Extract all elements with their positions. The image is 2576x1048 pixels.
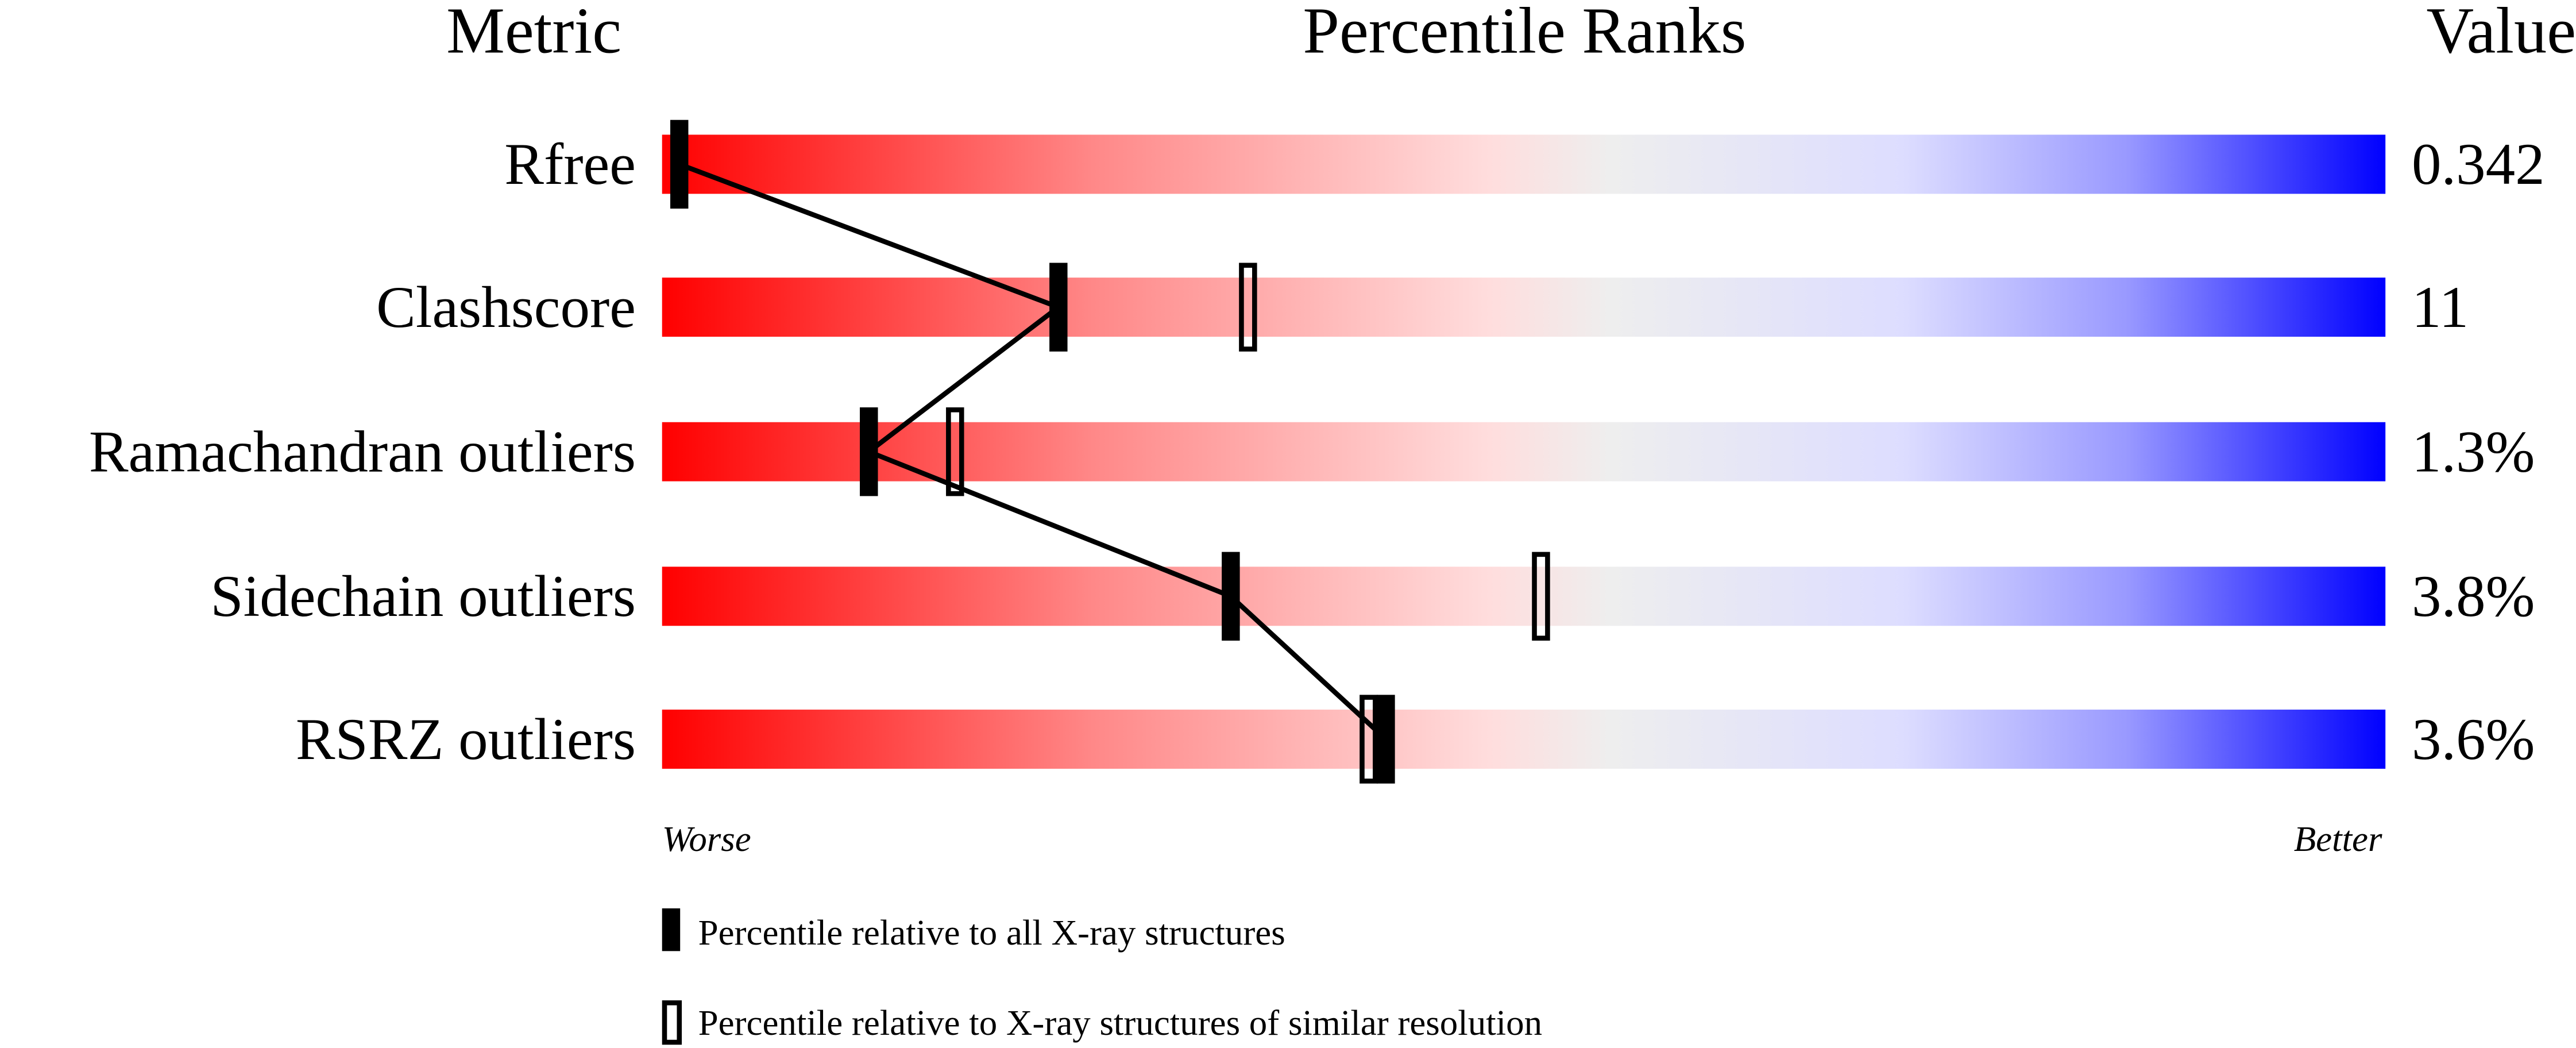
all-structures-marker bbox=[860, 407, 878, 496]
similar-resolution-marker bbox=[1360, 695, 1378, 784]
percentile-bar bbox=[662, 134, 2386, 194]
metric-value: 0.342 bbox=[2412, 132, 2545, 197]
metric-label: Rfree bbox=[504, 132, 636, 197]
legend-all-label: Percentile relative to all X-ray structu… bbox=[698, 912, 1285, 953]
header-value: Value bbox=[2427, 0, 2576, 67]
metric-label: Ramachandran outliers bbox=[89, 419, 636, 485]
similar-resolution-marker bbox=[946, 407, 964, 496]
legend-similar-label: Percentile relative to X-ray structures … bbox=[698, 1003, 1542, 1043]
metric-label: Sidechain outliers bbox=[210, 564, 636, 629]
header-percentile-ranks: Percentile Ranks bbox=[1303, 0, 1746, 67]
header-metric: Metric bbox=[446, 0, 621, 67]
percentile-bar bbox=[662, 567, 2386, 626]
better-label: Better bbox=[2294, 819, 2382, 859]
metric-value: 3.8% bbox=[2412, 564, 2535, 629]
legend-open-marker bbox=[662, 1000, 682, 1045]
percentile-bar bbox=[662, 278, 2386, 337]
metric-value: 11 bbox=[2412, 275, 2469, 340]
all-structures-marker bbox=[1049, 263, 1068, 352]
all-structures-marker bbox=[1222, 552, 1240, 641]
worse-label: Worse bbox=[662, 819, 751, 859]
metric-label: Clashscore bbox=[376, 275, 636, 340]
metric-label: RSRZ outliers bbox=[296, 707, 636, 772]
metric-value: 3.6% bbox=[2412, 707, 2535, 772]
similar-resolution-marker bbox=[1532, 552, 1550, 641]
similar-resolution-marker bbox=[1239, 263, 1257, 352]
legend-filled-marker bbox=[662, 908, 681, 951]
all-structures-marker bbox=[670, 120, 689, 209]
metric-value: 1.3% bbox=[2412, 419, 2535, 485]
percentile-bar bbox=[662, 710, 2386, 769]
all-structures-marker bbox=[1377, 695, 1395, 784]
